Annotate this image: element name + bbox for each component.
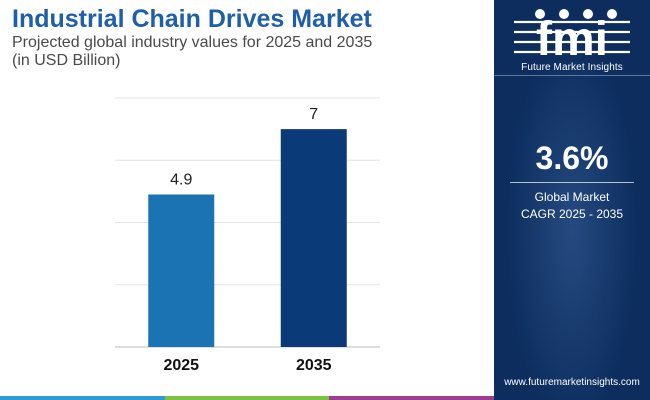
cagr-label-line-1: Global Market: [534, 190, 610, 204]
bar-chart: 4.9 2025 7 2035: [115, 97, 380, 374]
x-tick-label-2035: 2035: [296, 357, 332, 374]
website-link[interactable]: www.futuremarketinsights.com: [504, 377, 640, 388]
cagr-label-line-2: CAGR 2025 - 2035: [520, 207, 624, 221]
bar-value-label-2035: 7: [309, 106, 318, 123]
logo-divider: [494, 75, 650, 76]
subtitle-line-2: (in USD Billion): [12, 52, 121, 69]
footer-segment-3: [329, 396, 495, 400]
bar-2025: [148, 194, 215, 347]
subtitle-line-1: Projected global industry values for 202…: [12, 34, 373, 51]
panel-background-glow: [494, 0, 650, 400]
cagr-value: 3.6%: [535, 140, 609, 176]
footer-segment-1: [0, 396, 165, 400]
page-title: Industrial Chain Drives Market: [12, 5, 372, 33]
chart-labels: 4.9 2025 7 2035: [163, 106, 331, 374]
fmi-logo-letters: fmi: [536, 13, 608, 62]
footer-segment-2: [164, 396, 330, 400]
footer-color-bar: [0, 396, 495, 400]
x-tick-label-2025: 2025: [163, 357, 199, 374]
logo-tagline: Future Market Insights: [521, 62, 623, 73]
fmi-logo-icon: fmi: [514, 9, 630, 62]
fmi-logo: fmi Future Market Insights: [494, 6, 650, 76]
chart-bars: [148, 129, 347, 347]
bar-value-label-2025: 4.9: [170, 171, 192, 188]
page-subtitle: Projected global industry values for 202…: [12, 34, 412, 70]
cagr-divider: [510, 182, 634, 183]
bar-2035: [280, 129, 347, 347]
summary-panel: fmi Future Market Insights 3.6% Global M…: [494, 0, 650, 400]
cagr-label: Global Market CAGR 2025 - 2035: [494, 189, 650, 223]
